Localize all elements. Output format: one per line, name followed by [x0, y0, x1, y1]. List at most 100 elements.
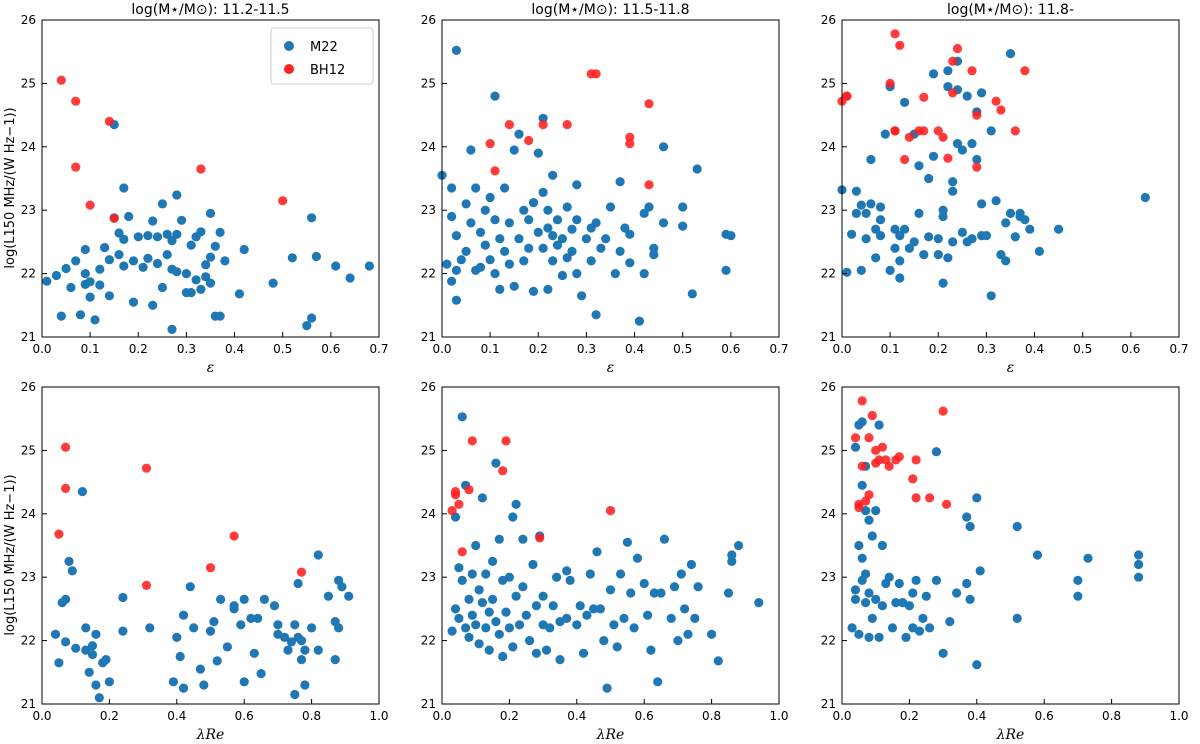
- point-m22-2-41: [533, 148, 543, 158]
- x-tick-label-3-0: 0.0: [832, 342, 851, 356]
- point-m22-2-7: [451, 295, 461, 305]
- point-m22-5-28: [494, 629, 504, 639]
- point-bh12-1-6: [196, 164, 206, 174]
- point-m22-5-87: [676, 569, 686, 579]
- point-m22-5-54: [555, 655, 565, 665]
- point-m22-5-97: [727, 556, 737, 567]
- point-m22-3-37: [933, 234, 943, 244]
- point-m22-2-40: [528, 286, 539, 296]
- point-m22-3-33: [924, 232, 934, 242]
- point-m22-5-95: [723, 588, 734, 598]
- point-bh12-5-8: [501, 436, 511, 446]
- point-m22-2-26: [495, 284, 505, 294]
- x-tick-label-1-5: 0.5: [273, 342, 292, 356]
- point-bh12-6-3: [857, 396, 867, 406]
- point-m22-6-49: [965, 594, 975, 605]
- point-m22-1-5: [71, 256, 81, 266]
- point-m22-5-61: [582, 610, 592, 620]
- point-m22-4-59: [300, 680, 310, 690]
- point-m22-1-43: [172, 190, 182, 200]
- point-bh12-5-7: [498, 466, 508, 476]
- point-m22-3-65: [996, 250, 1006, 260]
- point-m22-6-34: [908, 588, 918, 598]
- point-bh12-1-5: [109, 213, 119, 223]
- point-m22-5-42: [525, 636, 535, 646]
- point-m22-6-6: [854, 629, 864, 639]
- point-m22-2-51: [548, 256, 558, 266]
- point-m22-6-7: [857, 417, 867, 427]
- point-m22-2-43: [538, 243, 548, 253]
- point-m22-1-26: [128, 297, 139, 307]
- y-tick-label-5-3: 24: [421, 507, 436, 521]
- point-m22-4-22: [145, 623, 155, 633]
- point-bh12-6-6: [864, 490, 874, 500]
- x-tick-label-3-4: 0.4: [1025, 342, 1044, 356]
- point-m22-6-23: [874, 420, 884, 430]
- point-m22-2-35: [519, 256, 529, 266]
- point-m22-5-86: [673, 636, 683, 646]
- x-tick-label-3-1: 0.1: [881, 342, 900, 356]
- point-bh12-3-23: [996, 105, 1006, 115]
- point-bh12-3-11: [919, 126, 929, 136]
- point-m22-1-28: [133, 232, 143, 242]
- point-m22-4-45: [256, 669, 266, 679]
- point-m22-1-38: [162, 229, 172, 239]
- point-m22-3-25: [900, 97, 910, 107]
- y-tick-label-2-2: 23: [421, 203, 436, 217]
- point-m22-1-70: [307, 213, 317, 223]
- point-m22-4-56: [293, 578, 303, 589]
- point-bh12-2-9: [625, 132, 635, 142]
- x-tick-label-2-2: 0.2: [529, 342, 548, 356]
- point-bh12-3-21: [972, 162, 982, 172]
- point-bh12-6-17: [908, 474, 918, 484]
- point-m22-1-25: [124, 211, 134, 222]
- x-tick-label-1-1: 0.1: [81, 342, 100, 356]
- point-m22-4-3: [61, 637, 71, 647]
- point-m22-6-13: [861, 569, 871, 579]
- point-m22-6-14: [861, 598, 871, 608]
- point-m22-2-54: [557, 234, 568, 244]
- point-m22-4-9: [81, 623, 91, 633]
- point-m22-6-19: [867, 613, 877, 624]
- y-axis-label-bottom: log(L150 MHz/(W Hz−1)): [3, 474, 18, 635]
- y-tick-label-6-5: 26: [821, 380, 836, 394]
- point-m22-5-77: [639, 578, 649, 589]
- point-m22-4-63: [313, 645, 323, 655]
- point-m22-4-47: [269, 601, 280, 611]
- point-m22-6-22: [874, 632, 884, 643]
- point-m22-6-59: [1134, 559, 1144, 570]
- point-m22-2-20: [485, 255, 495, 265]
- point-bh12-4-3: [141, 580, 152, 591]
- point-m22-5-90: [686, 559, 697, 570]
- point-m22-2-48: [543, 205, 553, 215]
- point-m22-1-36: [157, 199, 167, 209]
- x-tick-label-4-2: 0.4: [167, 709, 186, 723]
- point-m22-6-28: [887, 623, 898, 633]
- point-m22-2-21: [485, 192, 495, 203]
- legend-frame: [270, 27, 374, 85]
- point-m22-4-70: [344, 591, 354, 601]
- point-bh12-6-0: [850, 433, 861, 443]
- y-tick-label-2-0: 21: [421, 330, 436, 344]
- point-m22-2-72: [610, 269, 620, 279]
- point-m22-1-35: [152, 232, 163, 242]
- point-m22-2-68: [591, 310, 601, 320]
- y-tick-label-4-2: 23: [21, 570, 36, 584]
- point-m22-2-73: [615, 246, 625, 256]
- point-m22-3-14: [875, 231, 886, 241]
- point-m22-2-18: [480, 205, 490, 215]
- point-m22-1-46: [177, 215, 187, 225]
- point-m22-1-13: [95, 264, 105, 274]
- point-m22-3-74: [1025, 224, 1035, 234]
- point-m22-3-21: [895, 256, 905, 266]
- point-bh12-1-3: [85, 200, 95, 210]
- point-m22-2-87: [678, 221, 688, 231]
- point-m22-6-54: [1012, 613, 1022, 624]
- point-m22-4-14: [91, 629, 101, 639]
- point-m22-6-25: [877, 601, 888, 611]
- y-axis-label-top: log(L150 MHz/(W Hz−1)): [3, 107, 18, 268]
- axes-frame-4: [41, 386, 380, 705]
- point-m22-2-85: [658, 218, 669, 228]
- point-bh12-3-25: [1020, 66, 1030, 76]
